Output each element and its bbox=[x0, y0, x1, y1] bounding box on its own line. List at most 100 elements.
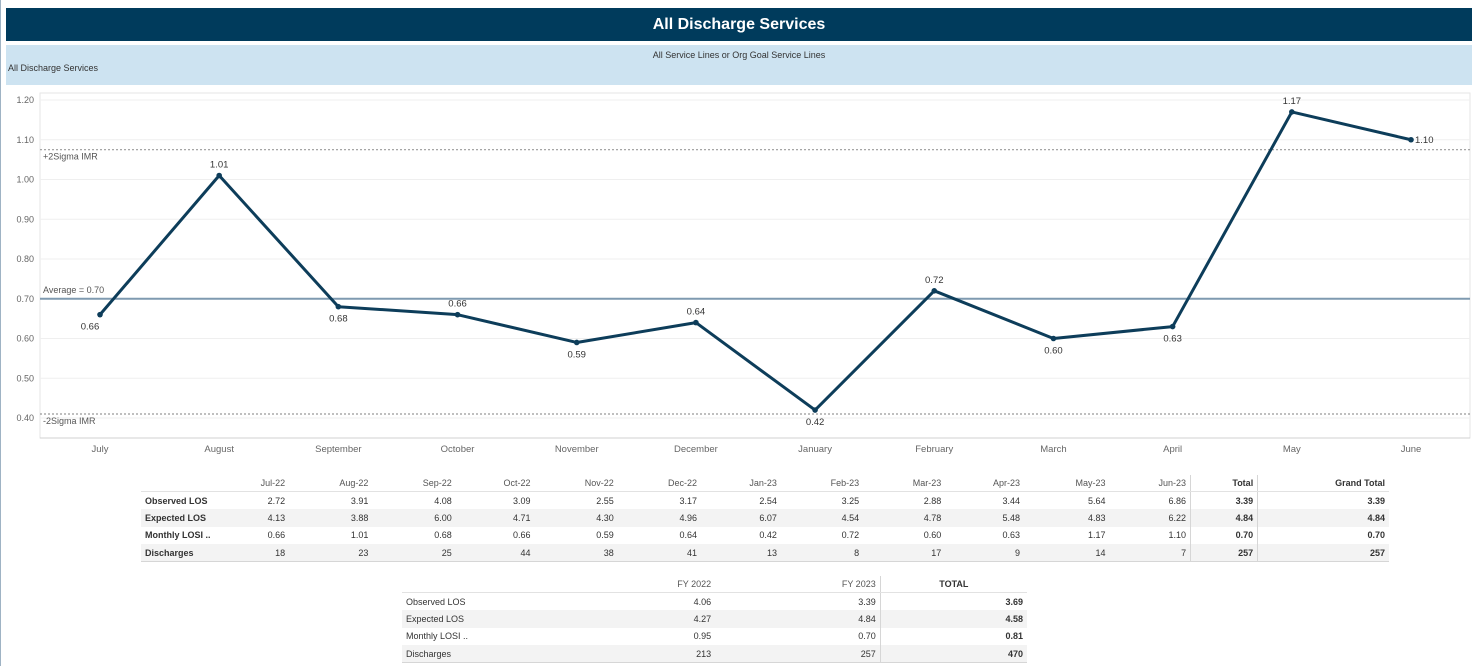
data-label: 0.72 bbox=[925, 275, 944, 286]
x-tick-label: January bbox=[798, 444, 832, 455]
data-label: 0.66 bbox=[81, 322, 100, 333]
data-point bbox=[1050, 335, 1057, 342]
table-cell: 0.70 bbox=[1190, 526, 1258, 544]
data-point bbox=[454, 311, 461, 318]
table-cell: 41 bbox=[617, 544, 702, 562]
table-cell: 4.84 bbox=[1190, 509, 1258, 527]
y-tick-label: 0.70 bbox=[16, 294, 34, 304]
table-cell: 4.71 bbox=[455, 509, 535, 527]
table-cell: 1.17 bbox=[1088, 530, 1106, 541]
table-cell: 0.72 bbox=[841, 530, 860, 541]
y-tick-label: 0.40 bbox=[16, 413, 34, 423]
y-tick-label: 0.60 bbox=[16, 334, 34, 344]
table-cell: 0.64 bbox=[679, 530, 698, 541]
table-cell: 3.39 bbox=[1190, 491, 1258, 509]
table-cell: 0.63 bbox=[1002, 530, 1021, 541]
table-cell: 0.60 bbox=[923, 530, 942, 541]
y-tick-label: 0.90 bbox=[16, 214, 34, 224]
table-cell: 5.64 bbox=[1088, 495, 1106, 506]
table-cell: 2.88 bbox=[923, 495, 942, 506]
table-cell: 0.68 bbox=[434, 530, 452, 541]
table-cell: 18 bbox=[216, 544, 290, 562]
monthly-summary-table: Jul-22 Aug-22 Sep-22 Oct-22 Nov-22 Dec-22 Jan-… bbox=[141, 475, 1389, 562]
y-tick-label: 1.00 bbox=[16, 175, 34, 185]
monthly-row-header-blank bbox=[141, 475, 216, 492]
filter-band: All Service Lines or Org Goal Service Li… bbox=[6, 45, 1472, 85]
table-cell: 14 bbox=[1024, 544, 1110, 562]
monthly-column-header: Nov-22 bbox=[534, 475, 618, 492]
x-tick-label: May bbox=[1283, 444, 1301, 455]
y-tick-label: 1.20 bbox=[16, 95, 34, 105]
table-cell: 0.70 bbox=[858, 631, 876, 642]
dashboard-title-text: All Discharge Services bbox=[652, 15, 826, 33]
table-cell: 0.70 bbox=[1257, 526, 1389, 544]
y-tick-label: 0.50 bbox=[16, 373, 34, 383]
monthly-column-header: Apr-23 bbox=[945, 475, 1025, 492]
table-cell: 3.88 bbox=[289, 509, 373, 527]
table-cell: 38 bbox=[534, 544, 618, 562]
fy-table-header: FY 2022 FY 2023 TOTAL bbox=[402, 576, 1027, 593]
table-cell: 4.96 bbox=[617, 509, 702, 527]
data-point bbox=[812, 407, 818, 413]
plot-area bbox=[39, 92, 1471, 439]
data-label: 0.42 bbox=[806, 417, 825, 428]
table-cell: 6.00 bbox=[372, 509, 456, 527]
x-tick-label: July bbox=[92, 444, 109, 455]
monthly-column-header: Mar-23 bbox=[863, 475, 946, 492]
row-label: Expected LOS bbox=[402, 610, 552, 628]
row-label: Monthly LOSI .. bbox=[145, 530, 211, 541]
monthly-column-header: Oct-22 bbox=[455, 475, 535, 492]
service-filter-label[interactable]: All Discharge Services bbox=[8, 63, 99, 73]
table-cell: 3.39 bbox=[1257, 491, 1389, 509]
table-cell: 6.86 bbox=[1168, 495, 1187, 506]
y-tick-label: 0.80 bbox=[16, 254, 34, 264]
x-tick-label: February bbox=[915, 444, 953, 455]
table-row: Discharges 213 257 470 bbox=[402, 645, 1027, 663]
table-cell: 0.59 bbox=[596, 530, 614, 541]
data-point bbox=[931, 288, 938, 294]
left-border bbox=[0, 0, 1, 666]
data-label: 0.60 bbox=[1044, 346, 1063, 357]
data-label: 0.59 bbox=[567, 349, 586, 360]
data-point bbox=[1289, 109, 1295, 115]
data-point bbox=[335, 303, 342, 310]
table-cell: 3.09 bbox=[512, 495, 531, 506]
monthly-column-header: Sep-22 bbox=[372, 475, 456, 492]
x-tick-label: November bbox=[555, 444, 599, 455]
fy-column-header: TOTAL bbox=[879, 576, 1027, 593]
table-cell: 44 bbox=[455, 544, 535, 562]
fy-row-header-blank bbox=[402, 576, 552, 593]
table-cell: 4.54 bbox=[780, 509, 864, 527]
monthly-column-header: Aug-22 bbox=[289, 475, 373, 492]
data-label: 0.63 bbox=[1163, 334, 1182, 345]
row-label: Discharges bbox=[402, 645, 552, 663]
table-cell: 0.95 bbox=[693, 631, 712, 642]
table-cell: 9 bbox=[945, 544, 1025, 562]
table-cell: 8 bbox=[780, 544, 864, 562]
table-cell: 213 bbox=[552, 645, 716, 663]
x-tick-label: October bbox=[441, 444, 475, 455]
x-tick-label: April bbox=[1163, 444, 1182, 455]
data-label: 0.64 bbox=[687, 307, 706, 318]
table-row: Monthly LOSI .. 0.66 1.01 0.68 0.66 0.59 0.64 0… bbox=[141, 526, 1389, 544]
table-cell: 2.54 bbox=[759, 495, 777, 506]
monthly-column-header: Feb-23 bbox=[780, 475, 864, 492]
data-label: 1.01 bbox=[210, 160, 229, 171]
table-cell: 4.13 bbox=[216, 509, 290, 527]
row-label: Monthly LOSI .. bbox=[406, 631, 469, 642]
data-point bbox=[693, 319, 699, 326]
table-cell: 4.84 bbox=[715, 610, 881, 628]
data-point bbox=[216, 172, 222, 179]
table-cell: 17 bbox=[863, 544, 946, 562]
reference-line-label: Average = 0.70 bbox=[43, 285, 104, 295]
table-cell: 1.01 bbox=[350, 530, 369, 541]
monthly-column-header: Jul-22 bbox=[216, 475, 290, 492]
table-cell: 0.66 bbox=[267, 530, 286, 541]
table-cell: 1.10 bbox=[1168, 530, 1187, 541]
table-cell: 4.08 bbox=[434, 495, 452, 506]
table-cell: 6.22 bbox=[1109, 509, 1191, 527]
table-cell: 0.81 bbox=[879, 627, 1027, 645]
monthly-column-header: Total bbox=[1190, 475, 1258, 492]
reference-line-label: +2Sigma IMR bbox=[43, 152, 98, 162]
row-label: Discharges bbox=[141, 544, 216, 562]
